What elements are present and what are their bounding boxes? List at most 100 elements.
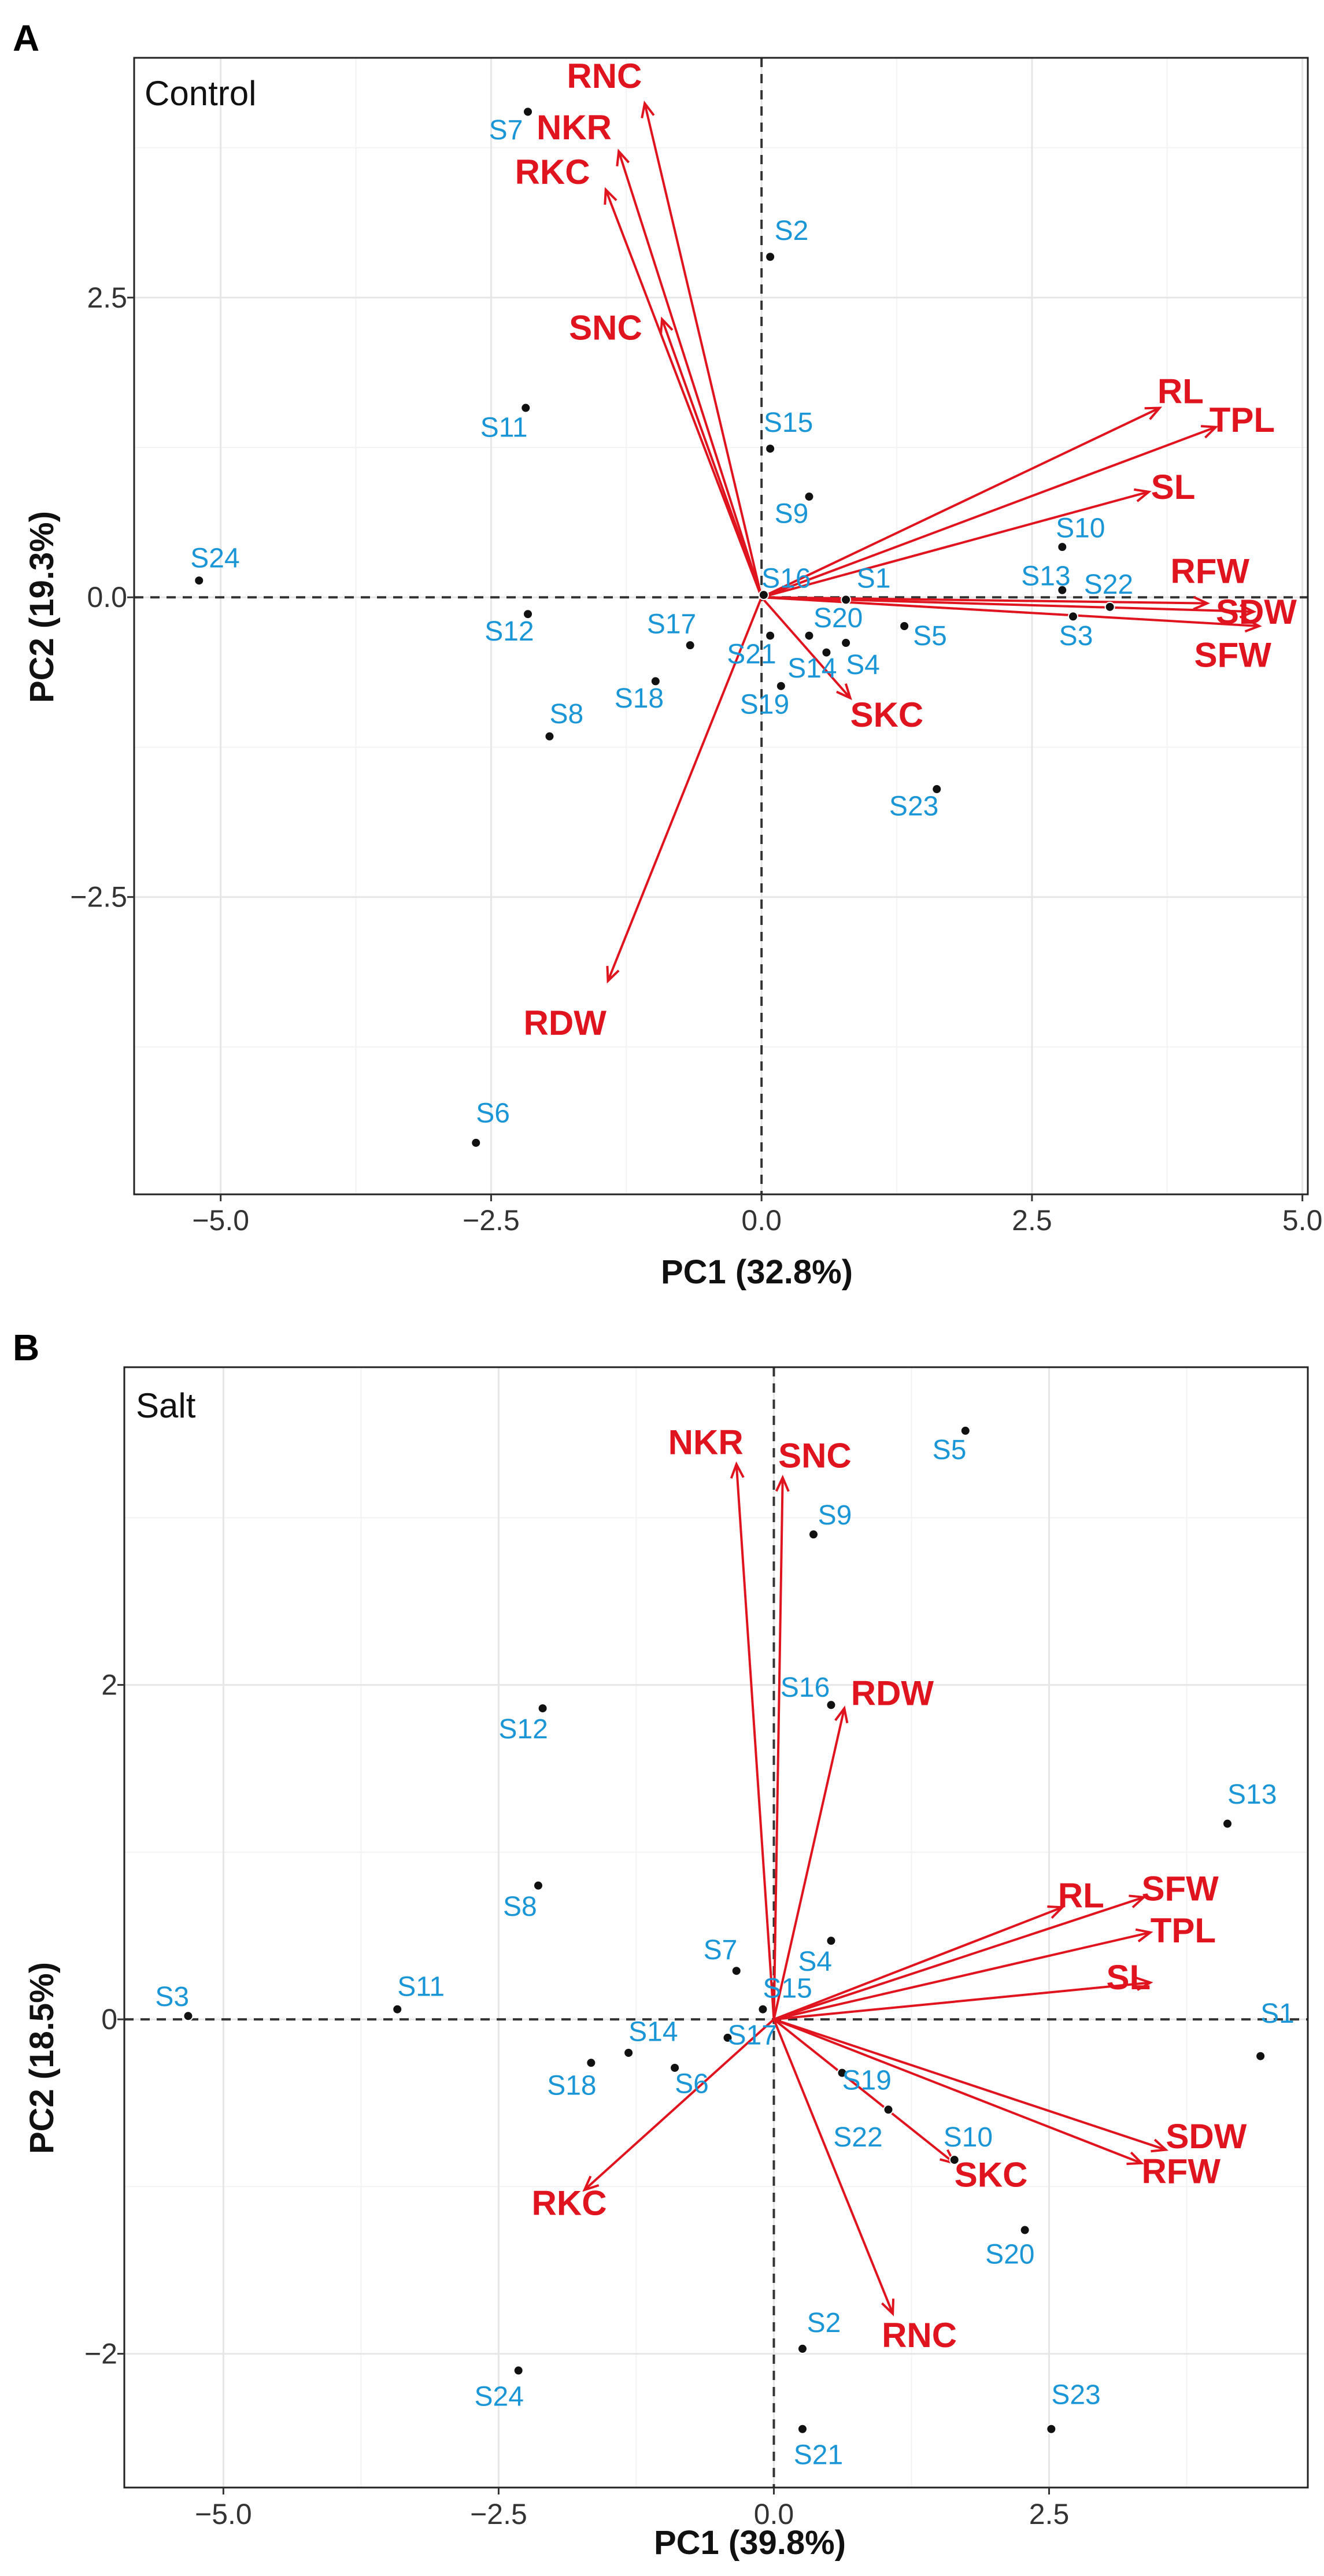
variable-label-rl: RL bbox=[1157, 372, 1204, 410]
sample-label-s13: S13 bbox=[1227, 1779, 1277, 1810]
x-axis-ticks-a: −5.0 −2.5 0.0 2.5 5.0 bbox=[192, 1194, 1322, 1237]
variable-label-rdw: RDW bbox=[851, 1674, 934, 1712]
point-s6 bbox=[670, 2062, 681, 2073]
point-s6 bbox=[471, 1137, 482, 1148]
vector-tpl bbox=[761, 425, 1219, 599]
x-tick-label: 2.5 bbox=[1012, 1204, 1052, 1237]
x-tick-label: −2.5 bbox=[463, 1204, 520, 1237]
sample-label-s24: S24 bbox=[475, 2381, 524, 2412]
arrowhead-icon bbox=[660, 316, 674, 335]
sample-label-s18: S18 bbox=[547, 2070, 596, 2101]
sample-label-s1: S1 bbox=[857, 564, 891, 594]
arrowhead-icon bbox=[582, 2175, 600, 2192]
vector-shaft bbox=[643, 103, 763, 598]
sample-label-s3: S3 bbox=[155, 1982, 189, 2012]
vector-rnc bbox=[641, 101, 763, 598]
sample-label-s4: S4 bbox=[846, 650, 880, 680]
x-axis-ticks-b: −5.0 −2.5 0.0 2.5 bbox=[195, 2488, 1069, 2530]
point-s23 bbox=[931, 784, 942, 795]
sample-label-s22: S22 bbox=[1084, 569, 1133, 600]
vector-rkc bbox=[604, 187, 763, 598]
vector-shaft bbox=[760, 596, 852, 699]
vector-shaft bbox=[773, 2018, 1142, 2164]
variable-label-skc: SKC bbox=[955, 2155, 1028, 2194]
sample-label-s24: S24 bbox=[190, 543, 239, 573]
variable-label-snc: SNC bbox=[778, 1437, 852, 1475]
arrowhead-icon bbox=[1129, 1894, 1147, 1908]
sample-label-s12: S12 bbox=[485, 616, 534, 647]
variable-label-sdw: SDW bbox=[1166, 2117, 1247, 2156]
point-s14 bbox=[623, 2047, 634, 2058]
sample-label-s1: S1 bbox=[1260, 1998, 1295, 2029]
point-s10 bbox=[1057, 542, 1068, 553]
arrowhead-icon bbox=[1135, 1928, 1153, 1942]
vector-nkr bbox=[616, 149, 763, 598]
variable-label-nkr: NKR bbox=[668, 1423, 744, 1461]
sample-label-s21: S21 bbox=[727, 639, 776, 669]
vector-rdw bbox=[606, 597, 763, 984]
point-s9 bbox=[804, 491, 815, 502]
variable-label-snc: SNC bbox=[569, 308, 642, 347]
vector-shaft bbox=[774, 1981, 1151, 2021]
point-s13 bbox=[1222, 1818, 1233, 1829]
y-axis-ticks-b: −2 0 2 bbox=[84, 1669, 124, 2370]
variable-label-sfw: SFW bbox=[1141, 1870, 1219, 1908]
vector-shaft bbox=[606, 597, 763, 982]
sample-label-s19: S19 bbox=[740, 689, 789, 720]
sample-label-s15: S15 bbox=[763, 1973, 812, 2004]
arrowhead-icon bbox=[1151, 2138, 1169, 2153]
arrowhead-icon bbox=[836, 683, 852, 701]
y-tick-label: 2 bbox=[101, 1669, 117, 1701]
point-s15 bbox=[765, 443, 776, 454]
arrowhead-icon bbox=[1200, 425, 1219, 439]
sample-label-s5: S5 bbox=[913, 621, 947, 652]
point-s21 bbox=[797, 2423, 808, 2434]
point-s2 bbox=[797, 2343, 808, 2354]
sample-label-s16: S16 bbox=[781, 1672, 830, 1703]
point-s20 bbox=[1019, 2225, 1030, 2236]
arrowhead-icon bbox=[730, 1461, 745, 1479]
sample-label-s12: S12 bbox=[498, 1714, 548, 1745]
vector-rfw bbox=[761, 595, 1210, 610]
point-s24 bbox=[194, 575, 205, 586]
variable-label-rnc: RNC bbox=[882, 2316, 957, 2355]
point-s1 bbox=[1255, 2051, 1266, 2061]
sample-label-s20: S20 bbox=[813, 603, 863, 634]
point-s1 bbox=[841, 594, 852, 605]
sample-label-s17: S17 bbox=[647, 609, 696, 639]
sample-points-a bbox=[194, 106, 1115, 1148]
sample-label-s22: S22 bbox=[833, 2122, 882, 2153]
vector-shaft bbox=[661, 319, 763, 598]
point-s13 bbox=[1057, 584, 1068, 595]
vector-rnc bbox=[772, 2019, 895, 2316]
variable-label-skc: SKC bbox=[850, 695, 924, 734]
sample-label-s17: S17 bbox=[727, 2020, 776, 2051]
arrowhead-icon bbox=[1239, 604, 1257, 619]
vector-shaft bbox=[583, 2018, 775, 2191]
panel-subtitle-a: Control bbox=[145, 74, 256, 113]
sample-label-s7: S7 bbox=[704, 1935, 738, 1966]
vector-nkr bbox=[730, 1461, 775, 2020]
sample-label-s2: S2 bbox=[807, 2308, 841, 2338]
point-s10 bbox=[949, 2155, 960, 2166]
sample-label-s14: S14 bbox=[787, 653, 837, 684]
vector-shaft bbox=[761, 596, 1208, 605]
point-s21 bbox=[765, 630, 776, 641]
vector-sl bbox=[761, 488, 1152, 599]
point-s14 bbox=[821, 647, 832, 658]
point-s9 bbox=[808, 1529, 819, 1540]
variable-label-sfw: SFW bbox=[1194, 636, 1272, 675]
arrowhead-icon bbox=[604, 187, 617, 205]
sample-label-s23: S23 bbox=[1051, 2379, 1100, 2410]
point-s11 bbox=[520, 402, 531, 413]
point-s15 bbox=[757, 2004, 768, 2015]
variable-label-rkc: RKC bbox=[515, 153, 590, 191]
point-s19 bbox=[775, 680, 786, 691]
point-s12 bbox=[523, 609, 534, 620]
point-s24 bbox=[513, 2365, 524, 2376]
point-s3 bbox=[183, 2011, 194, 2022]
vector-sfw bbox=[773, 1894, 1147, 2020]
